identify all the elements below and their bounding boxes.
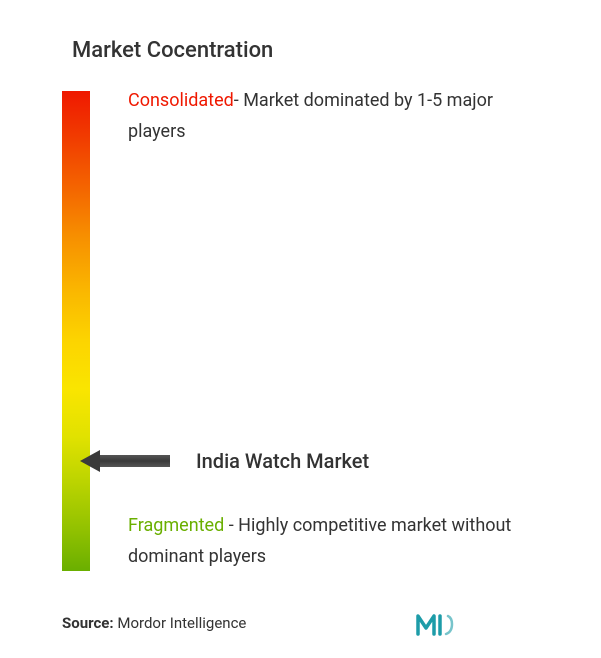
source-label: Source: [62,614,114,632]
page-title: Market Cocentration [72,38,569,63]
market-position-marker: India Watch Market [80,449,369,473]
mi-logo-icon [416,610,454,636]
fragmented-keyword: Fragmented [128,515,224,536]
consolidated-annotation: Consolidated- Market dominated by 1-5 ma… [128,86,549,147]
source-value: Mordor Intelligence [117,614,246,632]
source-attribution: Source: Mordor Intelligence [62,614,246,632]
fragmented-annotation: Fragmented - Highly competitive market w… [128,511,559,572]
gradient-scale-bar [62,91,90,571]
arrow-left-icon [80,450,170,472]
market-name-label: India Watch Market [196,449,369,473]
labels-container: Consolidated- Market dominated by 1-5 ma… [128,91,569,571]
footer-row: Source: Mordor Intelligence [62,610,569,636]
concentration-diagram: Consolidated- Market dominated by 1-5 ma… [62,91,569,571]
consolidated-keyword: Consolidated [128,90,234,111]
